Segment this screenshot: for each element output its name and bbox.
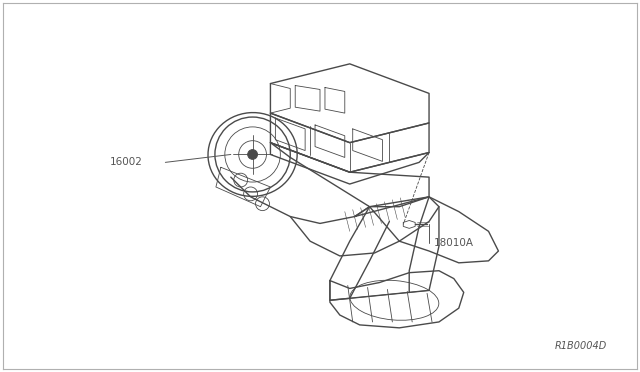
Text: 16002: 16002 — [110, 157, 143, 167]
Text: R1B0004D: R1B0004D — [556, 341, 607, 352]
Circle shape — [248, 150, 257, 160]
Text: 18010A: 18010A — [434, 238, 474, 248]
